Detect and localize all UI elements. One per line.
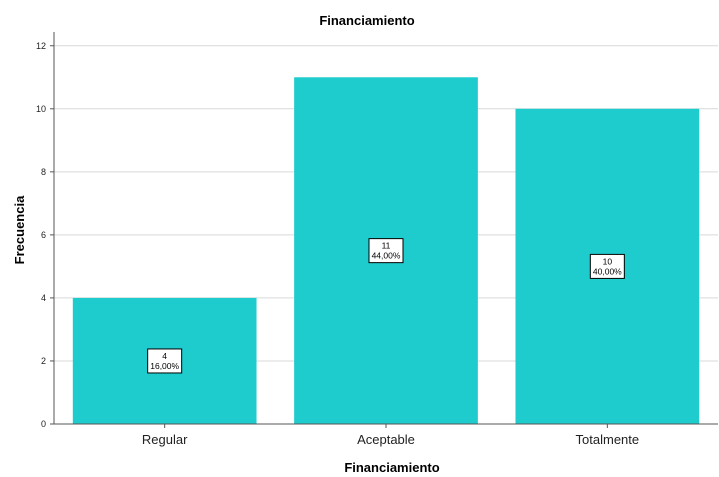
x-tick-label: Aceptable — [357, 432, 415, 447]
y-tick-label: 10 — [36, 104, 46, 114]
data-label-count: 11 — [382, 241, 391, 251]
data-label-box — [147, 348, 183, 374]
y-tick-label: 8 — [41, 167, 46, 177]
data-label-box — [368, 238, 404, 264]
y-tick-label: 2 — [41, 356, 46, 366]
data-label-percent: 16,00% — [150, 361, 179, 371]
x-tick-label: Regular — [142, 432, 188, 447]
chart-title: Financiamiento — [319, 13, 414, 28]
x-tick-label: Totalmente — [576, 432, 640, 447]
y-tick-label: 4 — [41, 293, 46, 303]
data-label-box — [589, 253, 625, 279]
y-tick-label: 0 — [41, 419, 46, 429]
data-label-percent: 44,00% — [372, 251, 401, 261]
y-axis-title: Frecuencia — [12, 195, 27, 264]
data-label-count: 10 — [603, 256, 613, 266]
y-ticks: 0 2 4 6 8 10 12 — [36, 41, 54, 429]
x-axis-title: Financiamiento — [344, 460, 439, 475]
data-label-count: 4 — [162, 351, 167, 361]
y-tick-label: 6 — [41, 230, 46, 240]
y-tick-label: 12 — [36, 41, 46, 51]
x-ticks: Regular Aceptable Totalmente — [142, 424, 639, 447]
data-label-percent: 40,00% — [593, 266, 622, 276]
